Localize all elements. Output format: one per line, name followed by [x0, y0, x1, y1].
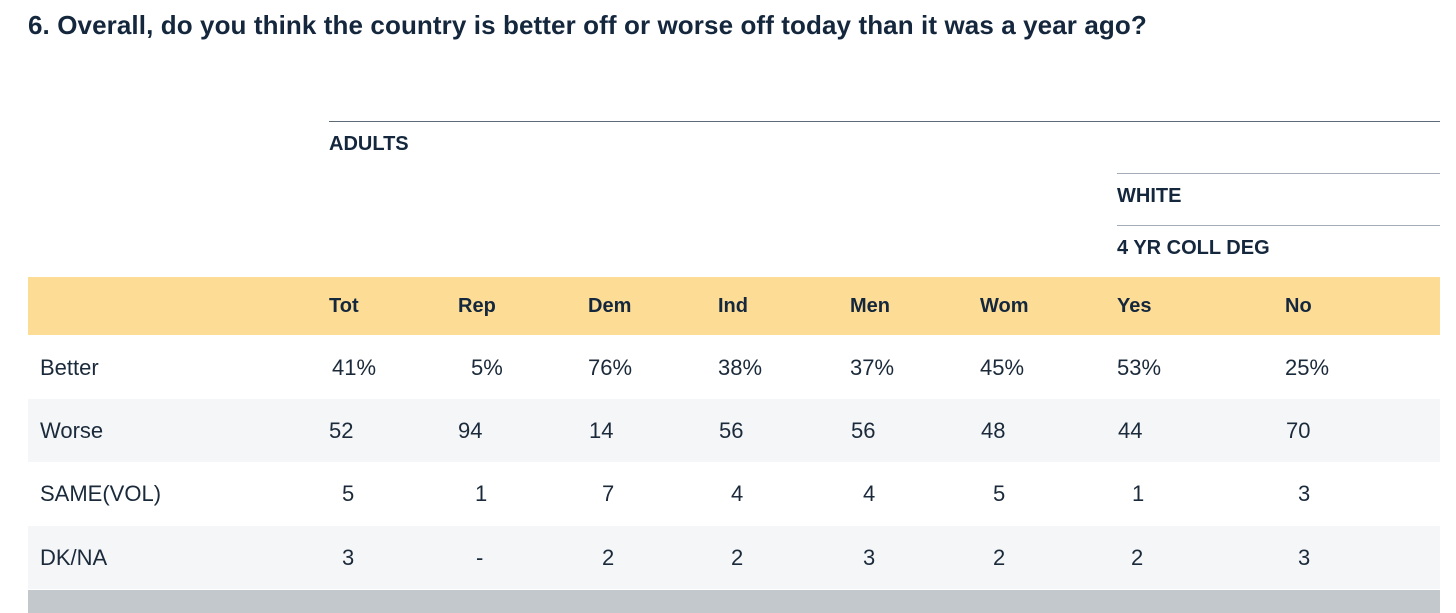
table-cell: 1: [475, 480, 488, 506]
column-header: No: [1285, 294, 1312, 317]
group-label-white: WHITE: [1117, 185, 1182, 207]
table-cell: 3: [863, 544, 876, 570]
table-cell: 5%: [471, 354, 503, 380]
table-cell: 48: [981, 417, 1006, 443]
table-cell: 14: [589, 417, 614, 443]
table-cell: 56: [851, 417, 876, 443]
table-bottom-bar: [28, 590, 1440, 613]
table-row: DK/NA 3 - 2 2 3 2 2 3: [28, 526, 1440, 589]
table-cell: 56: [719, 417, 744, 443]
table-row: SAME(VOL) 5 1 7 4 4 5 1 3: [28, 462, 1440, 525]
table-cell: 2: [993, 544, 1006, 570]
row-label: SAME(VOL): [40, 480, 162, 506]
column-header: Men: [850, 294, 890, 317]
table-row: Better 41% 5% 76% 38% 37% 45% 53% 25%: [28, 336, 1440, 399]
table-cell: 25%: [1285, 354, 1330, 380]
table-cell: 41%: [332, 354, 377, 380]
column-header: Rep: [458, 294, 496, 317]
table-cell: 94: [458, 417, 483, 443]
adults-divider: [329, 121, 1440, 122]
table-cell: -: [476, 544, 484, 570]
question-title: 6. Overall, do you think the country is …: [28, 10, 1147, 40]
table-cell: 1: [1132, 480, 1145, 506]
row-label: Better: [40, 354, 99, 380]
table-cell: 5: [993, 480, 1006, 506]
table-cell: 2: [1131, 544, 1144, 570]
coll-deg-divider: [1117, 225, 1440, 226]
table-cell: 4: [863, 480, 876, 506]
group-label-coll-deg: 4 YR COLL DEG: [1117, 237, 1270, 259]
row-label: Worse: [40, 417, 104, 443]
group-label-adults: ADULTS: [329, 133, 409, 155]
table-cell: 4: [731, 480, 744, 506]
column-header: Tot: [329, 294, 359, 317]
table-cell: 3: [342, 544, 355, 570]
column-header: Wom: [980, 294, 1029, 317]
column-header: Yes: [1117, 294, 1152, 317]
table-cell: 76%: [588, 354, 633, 380]
table-cell: 37%: [850, 354, 895, 380]
table-cell: 3: [1298, 544, 1311, 570]
table-cell: 38%: [718, 354, 763, 380]
table-cell: 44: [1118, 417, 1143, 443]
table-cell: 3: [1298, 480, 1311, 506]
table-cell: 70: [1286, 417, 1311, 443]
table-cell: 52: [329, 417, 354, 443]
column-header: Ind: [718, 294, 748, 317]
table-cell: 45%: [980, 354, 1025, 380]
table-cell: 2: [731, 544, 744, 570]
column-header-row: Tot Rep Dem Ind Men Wom Yes No: [28, 277, 1440, 335]
white-divider: [1117, 173, 1440, 174]
table-cell: 2: [602, 544, 615, 570]
table-row: Worse 52 94 14 56 56 48 44 70: [28, 399, 1440, 462]
table-cell: 5: [342, 480, 355, 506]
column-header: Dem: [588, 294, 632, 317]
table-cell: 7: [602, 480, 615, 506]
table-cell: 53%: [1117, 354, 1162, 380]
row-label: DK/NA: [40, 544, 108, 570]
